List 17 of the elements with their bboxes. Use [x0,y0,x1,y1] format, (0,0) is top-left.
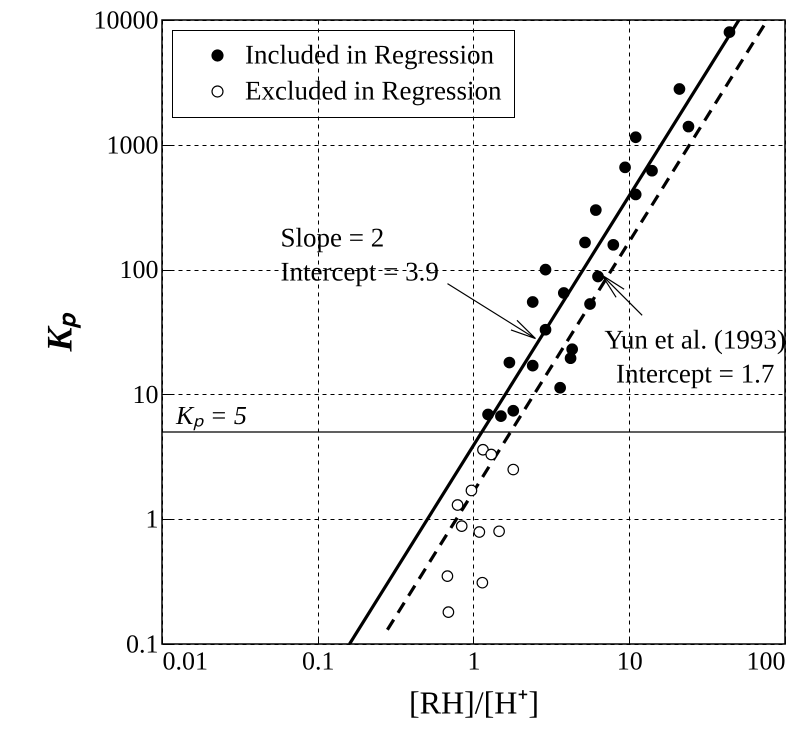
y-axis-title: Kₚ [40,311,82,353]
x-tick-label: 10 [616,646,643,676]
y-tick-label: 10000 [94,6,158,34]
x-tick-label: 1 [468,646,480,676]
y-tick-label: 1000 [106,130,158,160]
x-axis-title: [RH]/[H⁺] [408,684,540,720]
annotation: Yun et al. (1993) Intercept = 1.7 [604,324,786,388]
y-tick-label: 100 [120,255,158,284]
y-tick-label: 1 [146,504,158,534]
y-tick-label: 10 [132,380,158,409]
legend-label: Excluded in Regression [245,76,502,106]
x-tick-label: 100 [746,646,786,676]
legend-label: Included in Regression [245,40,494,70]
ref-line-label: Kₚ = 5 [175,400,247,431]
annotation: Slope = 2 Intercept = 3.9 [280,222,439,287]
x-tick-label: 0.1 [302,646,334,676]
x-tick-label: 0.01 [162,646,208,676]
